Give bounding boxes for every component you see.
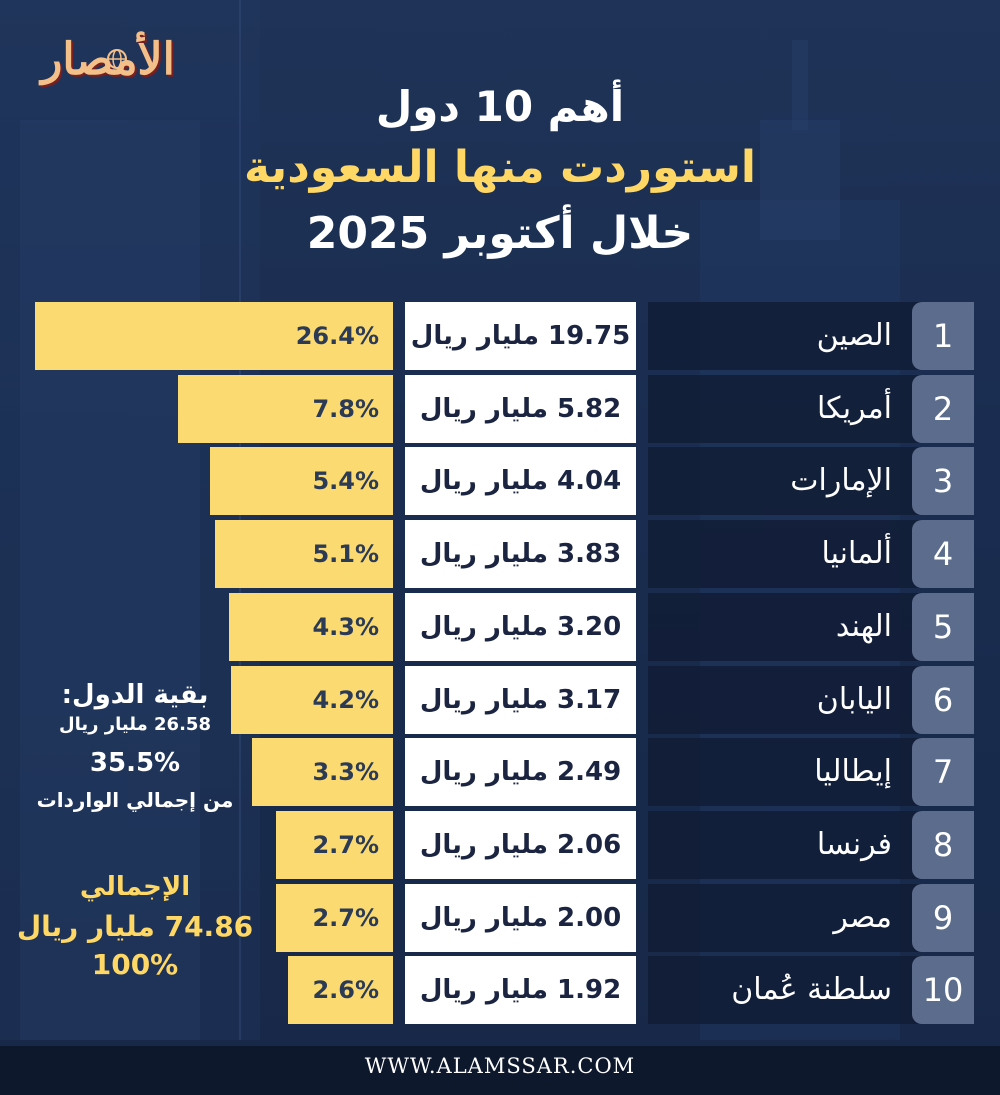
country-name: إيطاليا bbox=[814, 754, 892, 789]
country-row: فرنسا 8 bbox=[648, 811, 974, 879]
bar-10: 2.6% bbox=[288, 956, 393, 1024]
bar-4: 5.1% bbox=[215, 520, 393, 588]
bar-2: 7.8% bbox=[178, 375, 393, 443]
country-row: سلطنة عُمان 10 bbox=[648, 956, 974, 1024]
rest-caption: من إجمالي الواردات bbox=[36, 788, 234, 812]
rank-badge: 9 bbox=[912, 884, 974, 952]
rank-badge: 10 bbox=[912, 956, 974, 1024]
country-name: مصر bbox=[833, 900, 892, 935]
share-label: 26.4% bbox=[295, 322, 379, 350]
total-label: الإجمالي bbox=[79, 872, 191, 902]
rest-label: بقية الدول: bbox=[61, 680, 209, 710]
rank-badge: 5 bbox=[912, 593, 974, 661]
share-label: 5.1% bbox=[312, 540, 379, 568]
country-name: الصين bbox=[816, 318, 892, 353]
country-name: الهند bbox=[835, 609, 892, 644]
brand-logo: الأمصار bbox=[41, 34, 175, 85]
rank-badge: 6 bbox=[912, 666, 974, 734]
value-label: 1.92 مليار ريال bbox=[405, 956, 636, 1024]
share-label: 5.4% bbox=[312, 467, 379, 495]
share-label: 2.6% bbox=[312, 976, 379, 1004]
title-line-1: أهم 10 دول bbox=[375, 82, 625, 131]
share-label: 2.7% bbox=[312, 831, 379, 859]
country-name: ألمانيا bbox=[821, 536, 892, 571]
value-label: 3.20 مليار ريال bbox=[405, 593, 636, 661]
value-label: 4.04 مليار ريال bbox=[405, 447, 636, 515]
rank-badge: 1 bbox=[912, 302, 974, 370]
title-line-2: استوردت منها السعودية bbox=[243, 142, 756, 193]
rank-badge: 8 bbox=[912, 811, 974, 879]
bar-9: 2.7% bbox=[276, 884, 393, 952]
share-label: 2.7% bbox=[312, 904, 379, 932]
bar-5: 4.3% bbox=[229, 593, 393, 661]
rank-badge: 3 bbox=[912, 447, 974, 515]
country-row: الصين 1 bbox=[648, 302, 974, 370]
globe-icon bbox=[107, 49, 127, 69]
country-name: اليابان bbox=[816, 682, 892, 717]
total-value: 74.86 مليار ريال bbox=[16, 910, 254, 943]
rank-badge: 7 bbox=[912, 738, 974, 806]
bar-6: 4.2% bbox=[231, 666, 393, 734]
share-label: 7.8% bbox=[312, 395, 379, 423]
value-label: 19.75 مليار ريال bbox=[405, 302, 636, 370]
rest-value: 26.58 مليار ريال bbox=[59, 714, 211, 735]
country-row: اليابان 6 bbox=[648, 666, 974, 734]
country-row: ألمانيا 4 bbox=[648, 520, 974, 588]
bar-3: 5.4% bbox=[210, 447, 393, 515]
rank-badge: 4 bbox=[912, 520, 974, 588]
country-row: الإمارات 3 bbox=[648, 447, 974, 515]
value-label: 3.17 مليار ريال bbox=[405, 666, 636, 734]
bar-8: 2.7% bbox=[276, 811, 393, 879]
country-row: إيطاليا 7 bbox=[648, 738, 974, 806]
value-label: 2.00 مليار ريال bbox=[405, 884, 636, 952]
bar-7: 3.3% bbox=[252, 738, 393, 806]
share-label: 3.3% bbox=[312, 758, 379, 786]
country-name: أمريكا bbox=[816, 391, 892, 426]
value-label: 2.49 مليار ريال bbox=[405, 738, 636, 806]
value-label: 5.82 مليار ريال bbox=[405, 375, 636, 443]
country-row: الهند 5 bbox=[648, 593, 974, 661]
total-percentage: 100% bbox=[91, 948, 179, 981]
value-label: 2.06 مليار ريال bbox=[405, 811, 636, 879]
share-label: 4.2% bbox=[312, 686, 379, 714]
footer-url: WWW.ALAMSSAR.COM bbox=[0, 1046, 1000, 1095]
rank-badge: 2 bbox=[912, 375, 974, 443]
country-row: مصر 9 bbox=[648, 884, 974, 952]
bar-1: 26.4% bbox=[35, 302, 393, 370]
title-line-3: خلال أكتوبر 2025 bbox=[306, 208, 694, 259]
rest-percentage: 35.5% bbox=[89, 748, 181, 778]
country-row: أمريكا 2 bbox=[648, 375, 974, 443]
country-name: فرنسا bbox=[816, 827, 892, 862]
country-name: الإمارات bbox=[790, 463, 892, 498]
country-name: سلطنة عُمان bbox=[731, 972, 892, 1007]
share-label: 4.3% bbox=[312, 613, 379, 641]
value-label: 3.83 مليار ريال bbox=[405, 520, 636, 588]
